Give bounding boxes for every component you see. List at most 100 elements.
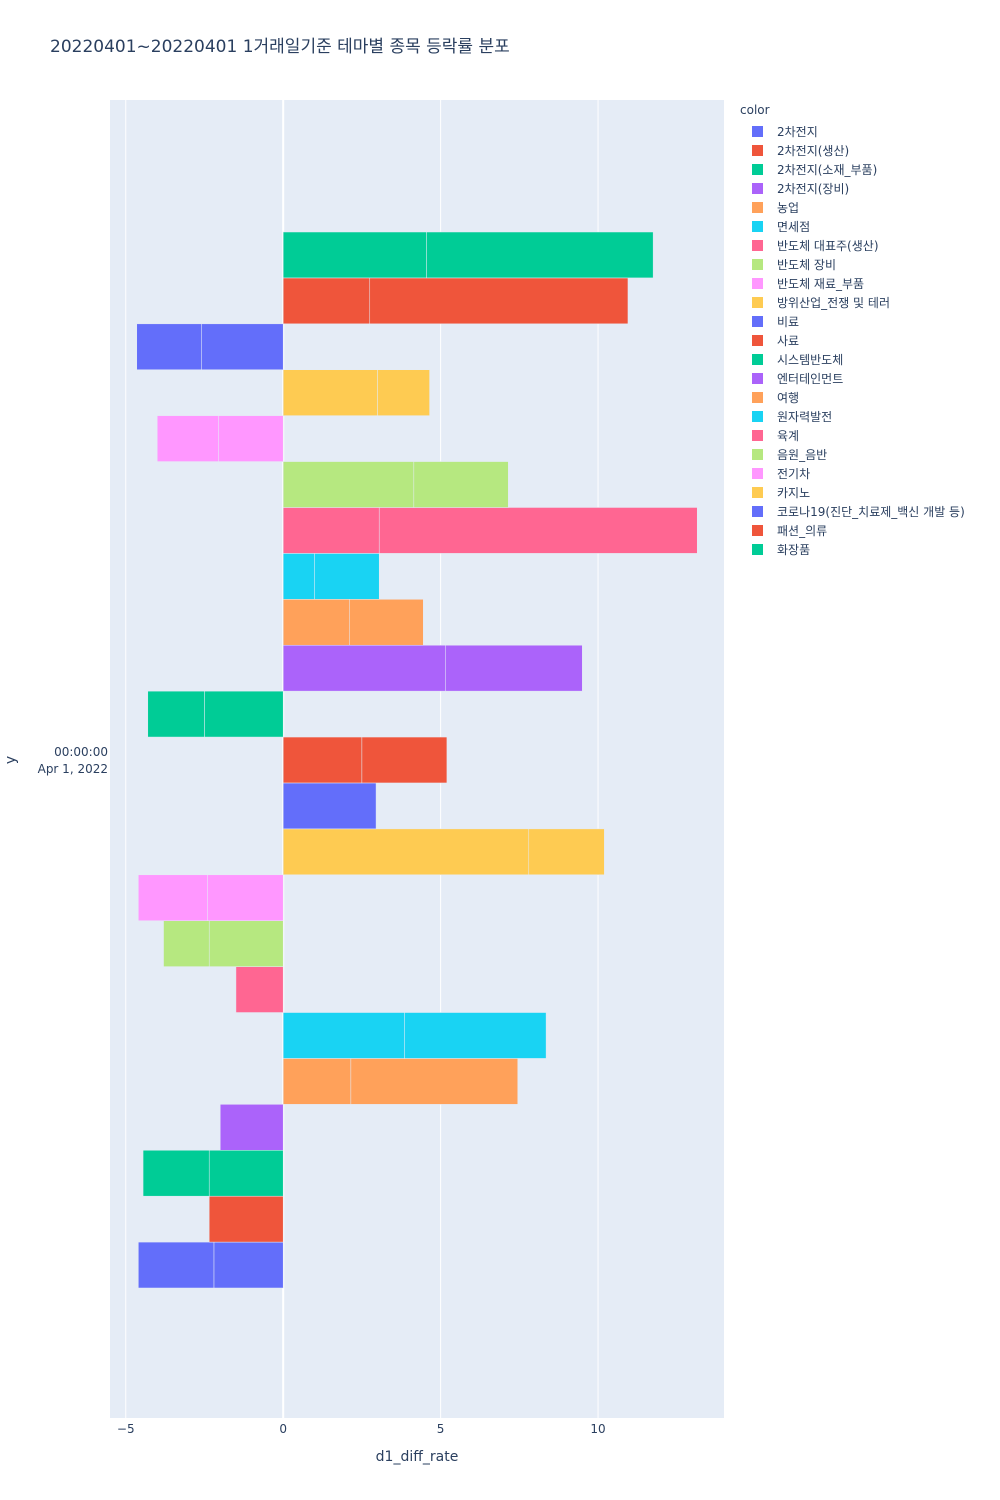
legend-item[interactable]: 비료 [740,312,965,331]
legend-swatch [752,164,763,175]
legend-swatch [752,506,763,517]
x-tick-label: 10 [590,1422,605,1436]
legend: color 2차전지 2차전지(생산) 2차전지(소재_부품) 2차전지(장비) 농업 면… [740,103,965,559]
bar-segment[interactable] [207,874,284,921]
legend-title: color [740,103,770,117]
legend-item[interactable]: 반도체 재료_부품 [740,274,965,293]
legend-item[interactable]: 사료 [740,331,965,350]
bar-segment[interactable] [219,1104,284,1151]
x-tick-label: 5 [437,1422,445,1436]
bar-segment[interactable] [142,1150,210,1197]
bar-segment[interactable] [350,1058,519,1105]
legend-item[interactable]: 음원_음반 [740,445,965,464]
bar-segment[interactable] [282,644,446,692]
legend-swatch [752,487,763,498]
legend-item[interactable]: 면세점 [740,217,965,236]
bar-segment[interactable] [528,828,605,876]
bar-segment[interactable] [282,1012,405,1059]
bar-segment[interactable] [361,736,448,784]
bar-segment[interactable] [282,507,380,554]
bar-segment[interactable] [378,507,698,554]
bar-segment[interactable] [201,323,284,370]
legend-item[interactable]: 패션_의류 [740,521,965,540]
y-axis-label: y [3,756,19,764]
bar-segment[interactable] [235,966,284,1013]
legend-swatch [752,240,763,251]
legend-item[interactable]: 코로나19(진단_치료제_백신 개발 등) [740,502,965,521]
legend-label: 방위산업_전쟁 및 테러 [777,296,890,310]
bar-segment[interactable] [377,369,430,416]
legend-swatch [752,202,763,213]
legend-item[interactable]: 엔터테인먼트 [740,369,965,388]
legend-item[interactable]: 2차전지(장비) [740,179,965,198]
legend-swatch [752,145,763,156]
bar-segment[interactable] [413,461,509,508]
legend-label: 2차전지(생산) [777,144,850,158]
legend-swatch [752,411,763,422]
bar-segment[interactable] [282,782,377,830]
y-tick-label-time: 00:00:00 [54,745,108,759]
y-tick-label-date: Apr 1, 2022 [38,762,108,776]
legend-label: 패션_의류 [777,524,828,538]
bar-segment[interactable] [213,1241,284,1289]
bar-segment[interactable] [314,553,380,600]
legend-label: 엔터테인먼트 [777,372,844,386]
legend-label: 시스템반도체 [777,353,844,367]
legend-label: 반도체 장비 [777,258,837,272]
legend-label: 사료 [777,334,800,348]
bar-segment[interactable] [208,1195,284,1243]
bar-segment[interactable] [163,920,210,967]
legend-item[interactable]: 2차전지 [740,122,965,141]
legend-item[interactable]: 원자력발전 [740,407,965,426]
legend-label: 전기차 [777,467,811,481]
bar-segment[interactable] [349,599,424,646]
legend-item[interactable]: 2차전지(소재_부품) [740,160,965,179]
bar-segment[interactable] [208,920,284,967]
bar-segment[interactable] [282,1058,352,1105]
legend-item[interactable]: 카지노 [740,483,965,502]
bar-segment[interactable] [208,1150,284,1197]
legend-item[interactable]: 농업 [740,198,965,217]
bar-segment[interactable] [426,231,654,279]
legend-item[interactable]: 육계 [740,426,965,445]
legend-item[interactable]: 2차전지(생산) [740,141,965,160]
bar-segment[interactable] [147,690,205,738]
legend-swatch [752,468,763,479]
x-tick-label: −5 [117,1422,135,1436]
bar-segment[interactable] [445,644,583,692]
legend-item[interactable]: 여행 [740,388,965,407]
bar-segment[interactable] [138,1241,215,1289]
legend-swatch [752,259,763,270]
bar-segment[interactable] [282,599,350,646]
legend-item[interactable]: 시스템반도체 [740,350,965,369]
bar-segment[interactable] [282,461,415,508]
legend-item[interactable]: 방위산업_전쟁 및 테러 [740,293,965,312]
legend-label: 비료 [777,315,800,329]
legend-item[interactable]: 반도체 장비 [740,255,965,274]
bar-segment[interactable] [204,690,284,738]
bar-segment[interactable] [136,323,202,370]
bar-segment[interactable] [282,736,363,784]
legend-items: 2차전지 2차전지(생산) 2차전지(소재_부품) 2차전지(장비) 농업 면세점 반도체 … [740,122,965,559]
bar-segment[interactable] [282,277,371,325]
legend-item[interactable]: 전기차 [740,464,965,483]
legend-swatch [752,297,763,308]
bar-segment[interactable] [156,415,219,462]
legend-item[interactable]: 화장품 [740,540,965,559]
bar-segment[interactable] [282,231,427,279]
legend-label: 여행 [777,391,800,405]
legend-label: 카지노 [777,486,811,500]
legend-label: 2차전지(장비) [777,182,850,196]
bar-segment[interactable] [138,874,208,921]
bar-segment[interactable] [404,1012,547,1059]
bar-segment[interactable] [218,415,284,462]
x-tick-label: 0 [279,1422,287,1436]
legend-swatch [752,278,763,289]
legend-label: 육계 [777,429,800,443]
bar-segment[interactable] [282,553,315,600]
legend-swatch [752,449,763,460]
bar-segment[interactable] [282,369,378,416]
legend-item[interactable]: 반도체 대표주(생산) [740,236,965,255]
bar-segment[interactable] [282,828,530,876]
bar-segment[interactable] [369,277,629,325]
